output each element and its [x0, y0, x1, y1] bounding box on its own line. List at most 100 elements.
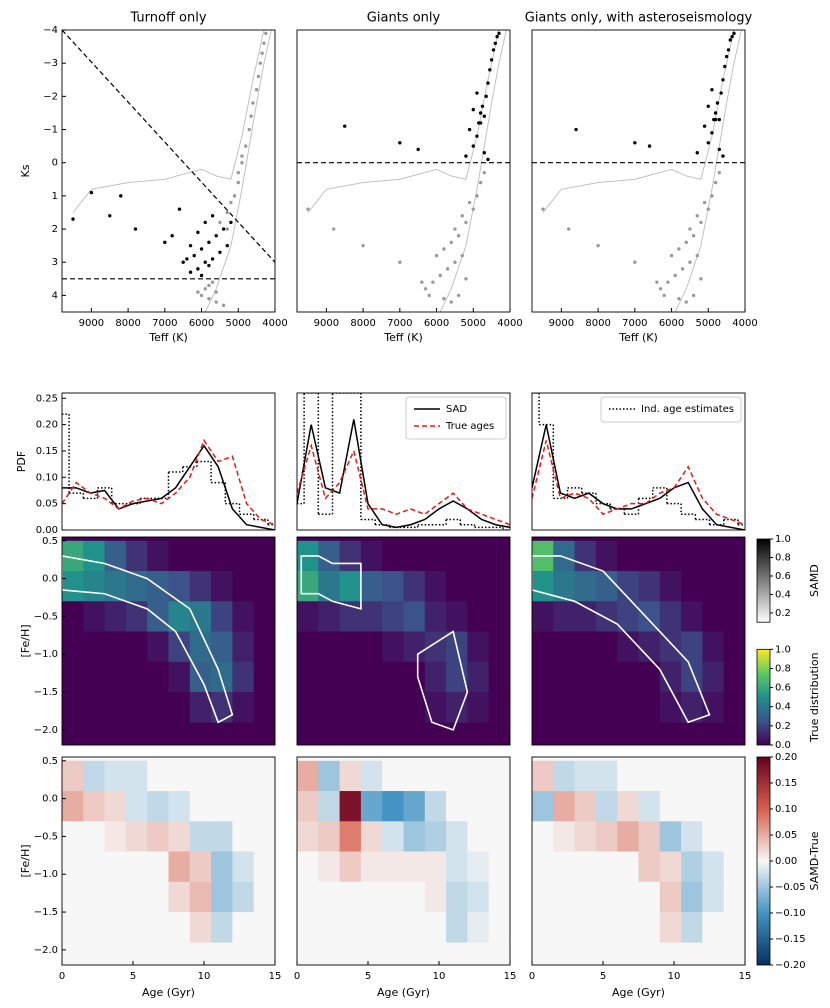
star	[456, 293, 461, 298]
heatmap-cell	[595, 601, 618, 632]
heatmap-cell	[638, 540, 661, 572]
colorbar-label: SAMD-True	[808, 831, 821, 890]
x-tick-label: 0	[529, 971, 535, 982]
colorbar-tick-label: 0.6	[775, 571, 791, 582]
isochrone	[72, 30, 265, 213]
heatmap-cell	[488, 692, 510, 723]
pdf-line	[62, 438, 275, 526]
heatmap-cell	[125, 601, 148, 632]
y-tick-label: −1.5	[34, 907, 58, 918]
heatmap-cell	[467, 912, 489, 943]
heatmap-cell	[125, 571, 148, 602]
heatmap-cell	[424, 540, 447, 572]
heatmap-cell	[488, 791, 510, 822]
heatmap-cell	[339, 571, 362, 602]
x-tick-label: 9000	[549, 318, 574, 329]
heatmap-cell	[104, 912, 127, 943]
heatmap-cell	[638, 912, 661, 943]
panel: 9000 8000 7000 6000 5000 4000 Giants only Teff …	[296, 11, 523, 344]
star	[249, 114, 253, 118]
heatmap-cell	[532, 661, 554, 693]
heatmap-cell	[446, 881, 468, 913]
heatmap-cell	[360, 692, 383, 723]
star	[247, 127, 251, 132]
heatmap-cell	[83, 540, 105, 572]
heatmap-cell	[424, 661, 447, 693]
y-axis-label: [Fe/H]	[19, 624, 32, 657]
heatmap-cell	[189, 601, 212, 632]
colorbar	[756, 648, 771, 746]
heatmap-cell	[681, 631, 703, 663]
star	[699, 277, 703, 281]
star	[434, 253, 439, 258]
star	[677, 297, 681, 301]
heatmap-cell	[168, 821, 191, 852]
heatmap-cell	[360, 851, 383, 883]
star	[478, 180, 483, 185]
star	[717, 147, 721, 152]
heatmap-cell	[638, 791, 661, 822]
heatmap-cell	[232, 540, 254, 572]
heatmap-cell	[638, 821, 661, 852]
heatmap-cell	[168, 540, 191, 572]
star	[210, 214, 215, 218]
heatmap-cell	[339, 601, 362, 632]
star	[541, 207, 545, 211]
star	[449, 300, 453, 304]
heatmap-cell	[318, 661, 340, 693]
heatmap-cell	[382, 760, 404, 792]
x-tick-label: 5000	[461, 318, 486, 329]
star	[471, 207, 475, 211]
star	[89, 190, 94, 195]
x-tick-label: 7000	[387, 318, 412, 329]
heatmap-cell	[702, 692, 724, 723]
heatmap-cell	[488, 601, 510, 632]
y-tick-label: 0.0	[42, 574, 58, 585]
heatmap-cell	[553, 791, 575, 822]
star	[177, 207, 182, 211]
heatmap-cell	[318, 692, 340, 723]
colorbar-tick-label: 1.0	[775, 644, 791, 655]
y-tick-label: 0.25	[36, 393, 58, 404]
heatmap-cell	[532, 912, 554, 943]
heatmap-cell	[382, 661, 404, 693]
heatmap-cell	[360, 821, 383, 852]
y-tick-label: 0.00	[36, 525, 58, 536]
heatmap-cell	[339, 821, 362, 852]
heatmap-cell	[104, 791, 127, 822]
heatmap-cell	[147, 851, 169, 883]
star	[658, 287, 663, 291]
heatmap-cell	[147, 631, 169, 663]
heatmap-cell	[382, 631, 404, 663]
heatmap-cell	[617, 821, 639, 852]
heatmap-cell	[211, 912, 233, 943]
x-tick-label: 15	[504, 971, 517, 982]
heatmap-cell	[532, 851, 554, 883]
star	[210, 280, 215, 284]
heatmap-cell	[681, 881, 703, 913]
heatmap-cell	[211, 571, 233, 602]
axes-frame	[296, 29, 511, 313]
heatmap-cell	[189, 912, 212, 943]
star	[229, 200, 233, 205]
star	[207, 283, 211, 288]
x-tick-label: 10	[668, 971, 681, 982]
heatmap-cell	[382, 881, 404, 913]
star	[662, 293, 666, 298]
heatmap-cell	[617, 631, 639, 663]
heatmap-cell	[339, 692, 362, 723]
y-tick-label: 0.05	[36, 499, 58, 510]
star	[688, 227, 692, 231]
heatmap-cell	[125, 692, 148, 723]
x-tick-label: 5	[365, 971, 371, 982]
heatmap-cell	[681, 692, 703, 723]
heatmap-cell	[659, 881, 682, 913]
heatmap-cell	[553, 631, 575, 663]
star	[460, 214, 464, 218]
heatmap-cell	[168, 692, 191, 723]
star	[306, 207, 310, 211]
heatmap-cell	[595, 791, 618, 822]
panel-title: Turnoff only	[129, 11, 206, 26]
panel: 0 5 10 15 0.5 0.0 −0.5 −1.0 −1.5 −2.0 Age (Gyr) [Fe…	[19, 756, 281, 999]
heatmap-cell	[574, 571, 597, 602]
